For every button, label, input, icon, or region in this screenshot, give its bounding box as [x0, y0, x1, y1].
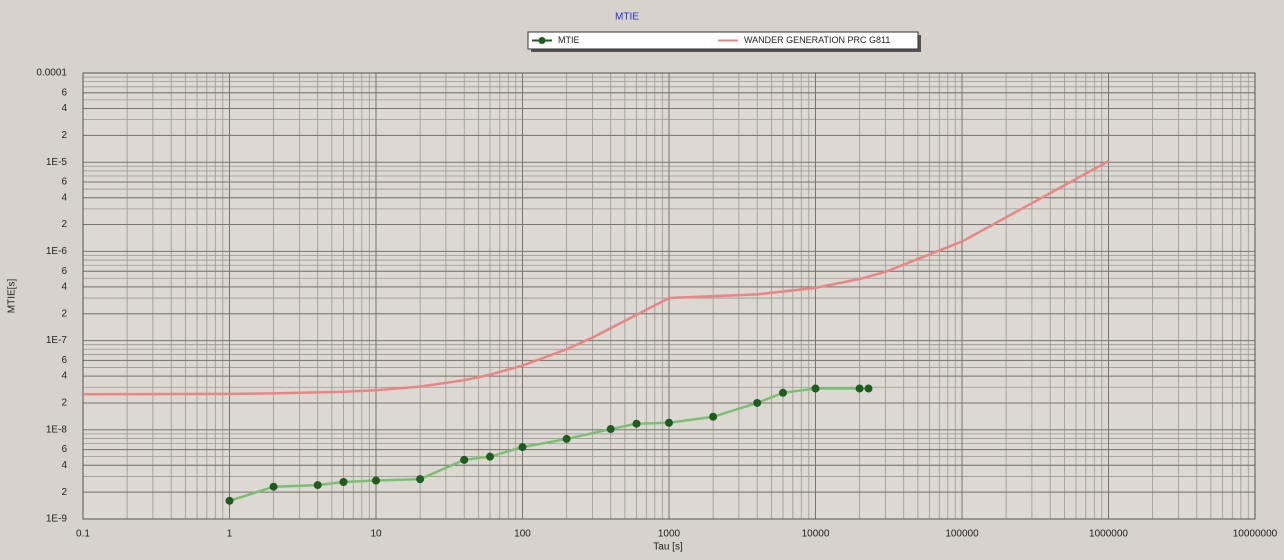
y-tick-label: 2: [61, 130, 67, 141]
y-tick-label: 2: [61, 219, 67, 230]
data-point: [518, 443, 527, 452]
x-tick-label: 1000000: [1089, 529, 1128, 540]
data-point: [632, 419, 641, 428]
y-tick-label: 4: [61, 371, 67, 382]
y-tick-label: 1E-8: [46, 424, 68, 435]
y-tick-label: 2: [61, 487, 67, 498]
x-tick-label: 0.1: [76, 529, 90, 540]
data-point: [339, 477, 348, 486]
y-tick-label: 1E-6: [46, 246, 68, 257]
chart-title: MTIE: [615, 12, 639, 23]
data-point: [778, 388, 787, 397]
data-point: [225, 496, 234, 505]
data-point: [753, 398, 762, 407]
x-tick-label: 1000: [658, 529, 681, 540]
legend-label: MTIE: [558, 35, 580, 45]
x-tick-label: 100000: [945, 529, 979, 540]
legend-marker: [538, 37, 546, 44]
data-point: [709, 412, 718, 421]
data-point: [416, 475, 425, 484]
series-line: [82, 159, 1110, 396]
y-tick-label: 6: [61, 266, 67, 277]
y-tick-label: 1E-7: [46, 335, 68, 346]
legend-label: WANDER GENERATION PRC G811: [744, 35, 890, 45]
data-point: [269, 482, 278, 491]
data-point: [811, 384, 820, 393]
data-point: [562, 434, 571, 443]
data-point: [665, 418, 673, 427]
data-point: [606, 425, 615, 434]
y-tick-label: 4: [61, 282, 67, 293]
y-tick-label: 6: [61, 87, 67, 98]
data-point: [460, 455, 469, 464]
y-tick-label: 6: [61, 355, 67, 366]
data-point: [864, 384, 873, 393]
y-tick-label: 4: [61, 192, 67, 203]
x-axis-label: Tau [s]: [653, 542, 683, 553]
x-tick-label: 10000000: [1233, 529, 1278, 540]
y-tick-label: 2: [61, 308, 67, 319]
data-point: [313, 481, 322, 490]
y-tick-label: 6: [61, 177, 67, 188]
plot-border: [82, 72, 1256, 520]
y-tick-label: 2: [61, 398, 67, 409]
y-tick-label: 4: [61, 103, 67, 114]
y-tick-label: 1E-5: [46, 157, 68, 168]
y-tick-label: 0.0001: [36, 68, 67, 79]
y-tick-label: 6: [61, 444, 67, 455]
y-tick-label: 4: [61, 460, 67, 471]
data-point: [855, 384, 864, 393]
y-axis-label: MTIE[s]: [7, 279, 18, 314]
data-point: [485, 452, 494, 461]
x-tick-label: 10000: [802, 529, 830, 540]
y-tick-label: 1E-9: [46, 514, 68, 525]
x-tick-label: 1: [227, 529, 233, 540]
data-point: [372, 476, 380, 485]
x-tick-label: 100: [514, 529, 531, 540]
x-tick-label: 10: [370, 529, 382, 540]
